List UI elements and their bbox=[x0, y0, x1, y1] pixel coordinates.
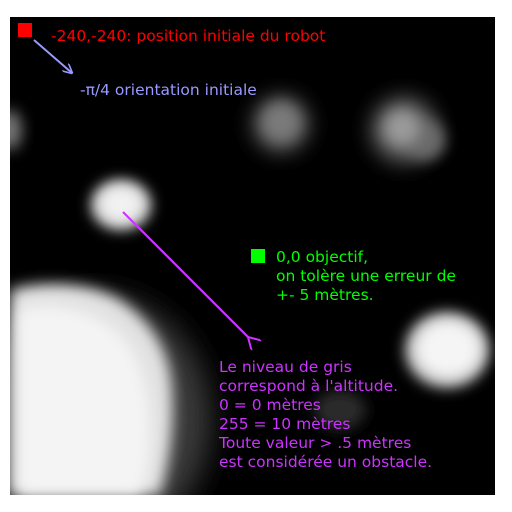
legend-line: est considérée un obstacle. bbox=[219, 453, 433, 471]
orientation-arrow bbox=[33, 39, 72, 73]
legend-line: Le niveau de gris bbox=[219, 358, 352, 376]
start-marker bbox=[18, 23, 32, 37]
small-obstacle bbox=[91, 180, 151, 230]
edge-glow bbox=[10, 110, 22, 150]
goal-line: 0,0 objectif, bbox=[276, 248, 369, 266]
legend-pointer-arrow bbox=[122, 211, 248, 337]
goal-label: 0,0 objectif, on tolère une erreur de +-… bbox=[276, 248, 456, 305]
start-label: -240,-240: position initiale du robot bbox=[51, 27, 326, 45]
legend-line: 255 = 10 mètres bbox=[219, 415, 351, 433]
goal-line: +- 5 mètres. bbox=[276, 286, 374, 304]
orientation-label: -π/4 orientation initiale bbox=[80, 81, 257, 99]
hill-right bbox=[371, 97, 445, 163]
legend-line: 0 = 0 mètres bbox=[219, 396, 321, 414]
goal-marker bbox=[251, 249, 265, 263]
bright-obstacle bbox=[405, 312, 489, 388]
large-obstacle bbox=[10, 284, 210, 495]
hill-center bbox=[253, 96, 309, 152]
legend-line: correspond à l'altitude. bbox=[219, 377, 399, 395]
legend-line: Toute valeur > .5 mètres bbox=[219, 434, 412, 452]
faint-patch bbox=[314, 390, 366, 430]
goal-line: on tolère une erreur de bbox=[276, 267, 456, 285]
legend-text: Le niveau de gris correspond à l'altitud… bbox=[219, 358, 432, 472]
